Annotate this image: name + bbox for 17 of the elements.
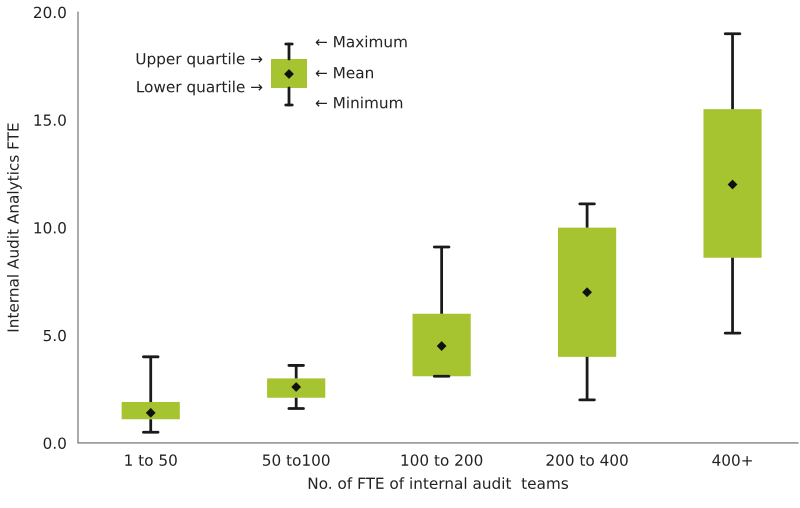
y-tick-label: 0.0 [44,437,66,449]
x-tick-label: 100 to 200 [402,454,482,466]
y-tick-label: 15.0 [34,114,66,126]
y-tick-label: 20.0 [34,6,66,18]
annotation: Lower quartile → [137,80,262,96]
x-tick-label: 400+ [712,454,752,466]
x-tick-label: 1 to 50 [125,454,177,466]
annotation: ← Minimum [316,96,402,108]
annotation: ← Mean [316,67,373,78]
y-tick-label: 10.0 [34,222,66,234]
annotation: Upper quartile → [136,52,262,68]
annotation: ← Maximum [316,36,407,48]
x-axis-title: No. of FTE of internal audit teams [308,477,568,490]
x-tick-label: 200 to 400 [546,454,628,466]
y-axis-title: Internal Audit Analytics FTE [6,123,22,332]
x-tick-label: 50 to100 [262,454,330,466]
y-tick-label: 5.0 [44,330,66,342]
